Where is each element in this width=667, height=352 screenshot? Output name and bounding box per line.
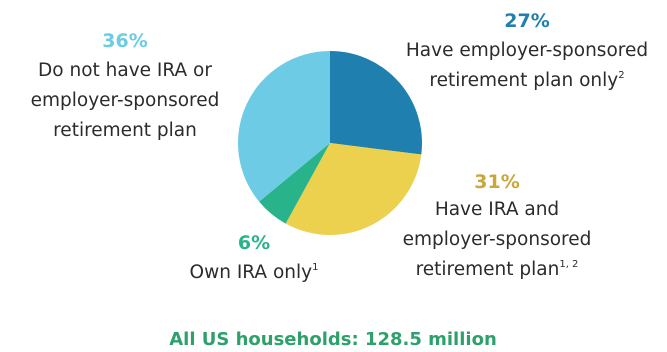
slice-percent-neither: 36% <box>102 30 147 52</box>
slice-label-neither-line-3: retirement plan <box>53 120 197 141</box>
pie-slice-employer-only <box>330 51 423 155</box>
pie-slice-ira-and-employer <box>285 143 422 236</box>
slice-label-ira-and-employer-line-3: retirement plan1, 2 <box>416 259 579 280</box>
footnote-marker: 1, 2 <box>559 259 578 270</box>
slice-percent-ira-only: 6% <box>238 232 270 254</box>
pie-slice-neither <box>238 50 330 202</box>
slice-label-ira-and-employer-line-1: Have IRA and <box>435 199 559 220</box>
slice-label-ira-and-employer-line-2: employer-sponsored <box>403 229 592 250</box>
footnote-marker: 2 <box>618 70 624 81</box>
slice-label-employer-only-line-1: Have employer-sponsored <box>406 40 648 61</box>
slice-label-neither-line-2: employer-sponsored <box>31 90 220 111</box>
slice-percent-ira-and-employer: 31% <box>474 171 519 193</box>
pie-slices <box>238 50 423 236</box>
pie-slice-ira-only <box>259 143 330 224</box>
footnote-marker: 1 <box>312 262 318 273</box>
slice-label-ira-only-line-1: Own IRA only1 <box>190 262 319 283</box>
chart-total-caption: All US households: 128.5 million <box>169 329 497 350</box>
slice-label-neither-line-1: Do not have IRA or <box>38 60 212 81</box>
slice-label-employer-only-line-2: retirement plan only2 <box>429 70 624 91</box>
slice-percent-employer-only: 27% <box>504 10 549 32</box>
